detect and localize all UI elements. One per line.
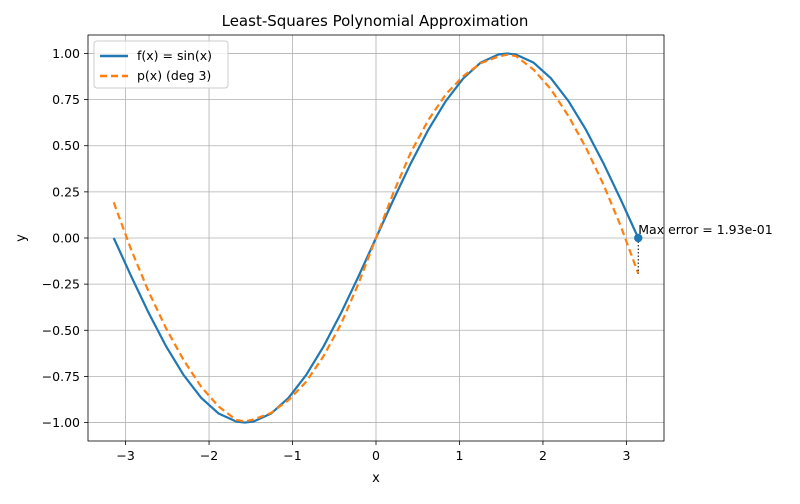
y-tick-label: 0.25	[52, 184, 80, 199]
x-tick-label: −3	[116, 448, 134, 463]
y-tick-label: −1.00	[42, 415, 80, 430]
y-tick-label: −0.75	[42, 369, 80, 384]
y-tick-label: 0.75	[52, 92, 80, 107]
x-tick-label: 1	[456, 448, 464, 463]
legend: f(x) = sin(x) p(x) (deg 3)	[94, 41, 228, 88]
x-tick-label: 0	[372, 448, 380, 463]
y-tick-label: −0.50	[42, 323, 80, 338]
x-axis-label: x	[372, 471, 380, 486]
max-error-label: Max error = 1.93e-01	[638, 222, 772, 237]
chart-title: Least-Squares Polynomial Approximation	[222, 12, 529, 30]
legend-label-poly: p(x) (deg 3)	[137, 68, 211, 83]
x-tick-label: −2	[200, 448, 218, 463]
y-tick-label: 1.00	[52, 46, 80, 61]
y-tick-label: 0.50	[52, 138, 80, 153]
y-tick-label: −0.25	[42, 277, 80, 292]
x-tick-label: −1	[283, 448, 301, 463]
y-axis-label: y	[14, 234, 29, 242]
y-tick-label: 0.00	[52, 231, 80, 246]
x-tick-label: 3	[622, 448, 630, 463]
legend-label-sin: f(x) = sin(x)	[137, 48, 212, 63]
x-tick-label: 2	[539, 448, 547, 463]
